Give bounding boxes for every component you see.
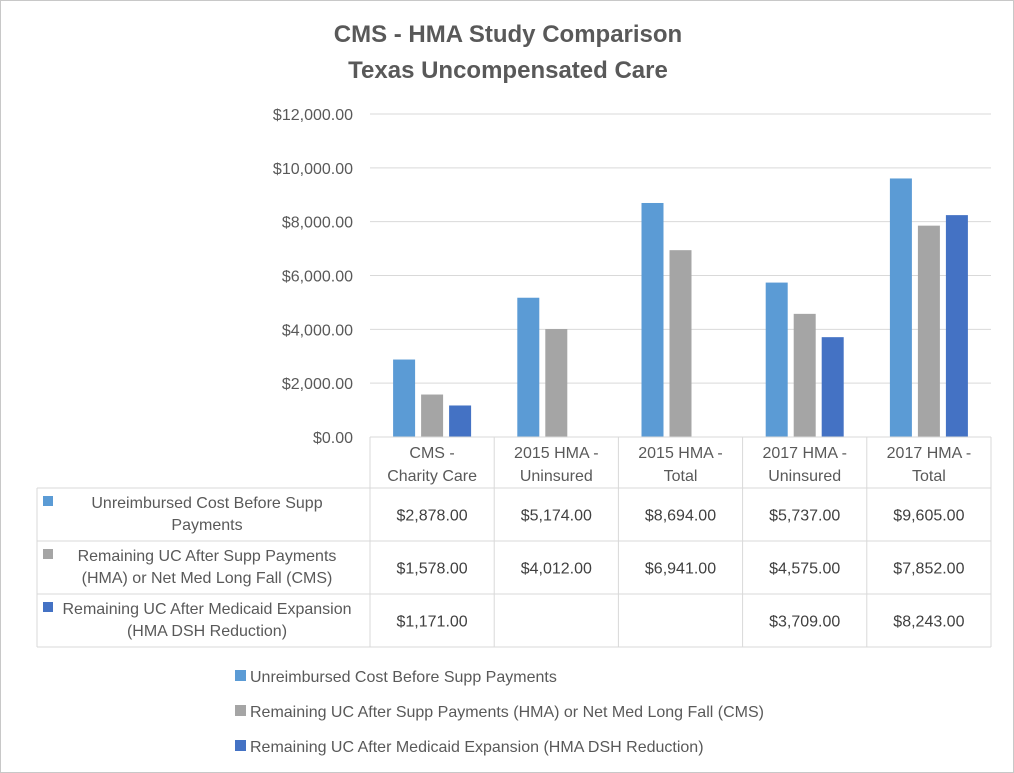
category-label: 2017 HMA - [887,445,971,462]
series-label: Remaining UC After Medicaid Expansion [62,601,351,618]
bar [545,329,568,437]
y-tick-label: $2,000.00 [282,376,353,393]
category-label: CMS - [409,445,454,462]
bar [793,313,816,437]
chart-title: CMS - HMA Study Comparison [333,21,683,48]
series-label: Remaining UC After Supp Payments [78,548,337,565]
category-label: Total [912,468,946,485]
y-tick-label: $8,000.00 [282,215,353,232]
legend-entry: Remaining UC After Supp Payments (HMA) o… [250,704,764,721]
category-label: Total [664,468,698,485]
category-label: Uninsured [520,468,593,485]
bar [821,337,844,437]
legend-key [235,705,246,716]
bar [641,202,664,437]
bar [765,282,788,437]
y-tick-label: $12,000.00 [273,107,353,124]
series-label: Unreimbursed Cost Before Supp [91,495,322,512]
legend-key [43,496,53,506]
chart-subtitle: Texas Uncompensated Care [348,57,668,84]
bar [669,250,692,437]
category-label: 2017 HMA - [762,445,846,462]
legend-key [235,740,246,751]
data-label: $9,605.00 [893,508,964,525]
category-label: 2015 HMA - [638,445,722,462]
bar [421,394,444,437]
data-label: $1,171.00 [397,614,468,631]
series-label: (HMA DSH Reduction) [127,623,287,640]
data-label: $8,243.00 [893,614,964,631]
bar [917,225,940,437]
data-label: $8,694.00 [645,508,716,525]
legend-key [43,602,53,612]
data-label: $7,852.00 [893,561,964,578]
legend-entry: Remaining UC After Medicaid Expansion (H… [250,739,704,756]
bar [945,215,968,437]
bar [517,297,540,437]
series-label: (HMA) or Net Med Long Fall (CMS) [82,570,333,587]
y-tick-label: $6,000.00 [282,269,353,286]
data-label: $6,941.00 [645,561,716,578]
data-label: $5,737.00 [769,508,840,525]
series-label: Payments [171,517,242,534]
bar [889,178,912,437]
y-tick-label: $0.00 [313,430,353,447]
data-label: $1,578.00 [397,561,468,578]
data-label: $3,709.00 [769,614,840,631]
data-label: $5,174.00 [521,508,592,525]
category-label: 2015 HMA - [514,445,598,462]
data-label: $4,575.00 [769,561,840,578]
y-tick-label: $10,000.00 [273,161,353,178]
category-label: Charity Care [387,468,477,485]
y-tick-label: $4,000.00 [282,322,353,339]
category-label: Uninsured [768,468,841,485]
legend-key [235,670,246,681]
data-label: $2,878.00 [397,508,468,525]
data-label: $4,012.00 [521,561,592,578]
bar [393,359,416,437]
legend-key [43,549,53,559]
bar [449,405,472,437]
legend-entry: Unreimbursed Cost Before Supp Payments [250,669,557,686]
